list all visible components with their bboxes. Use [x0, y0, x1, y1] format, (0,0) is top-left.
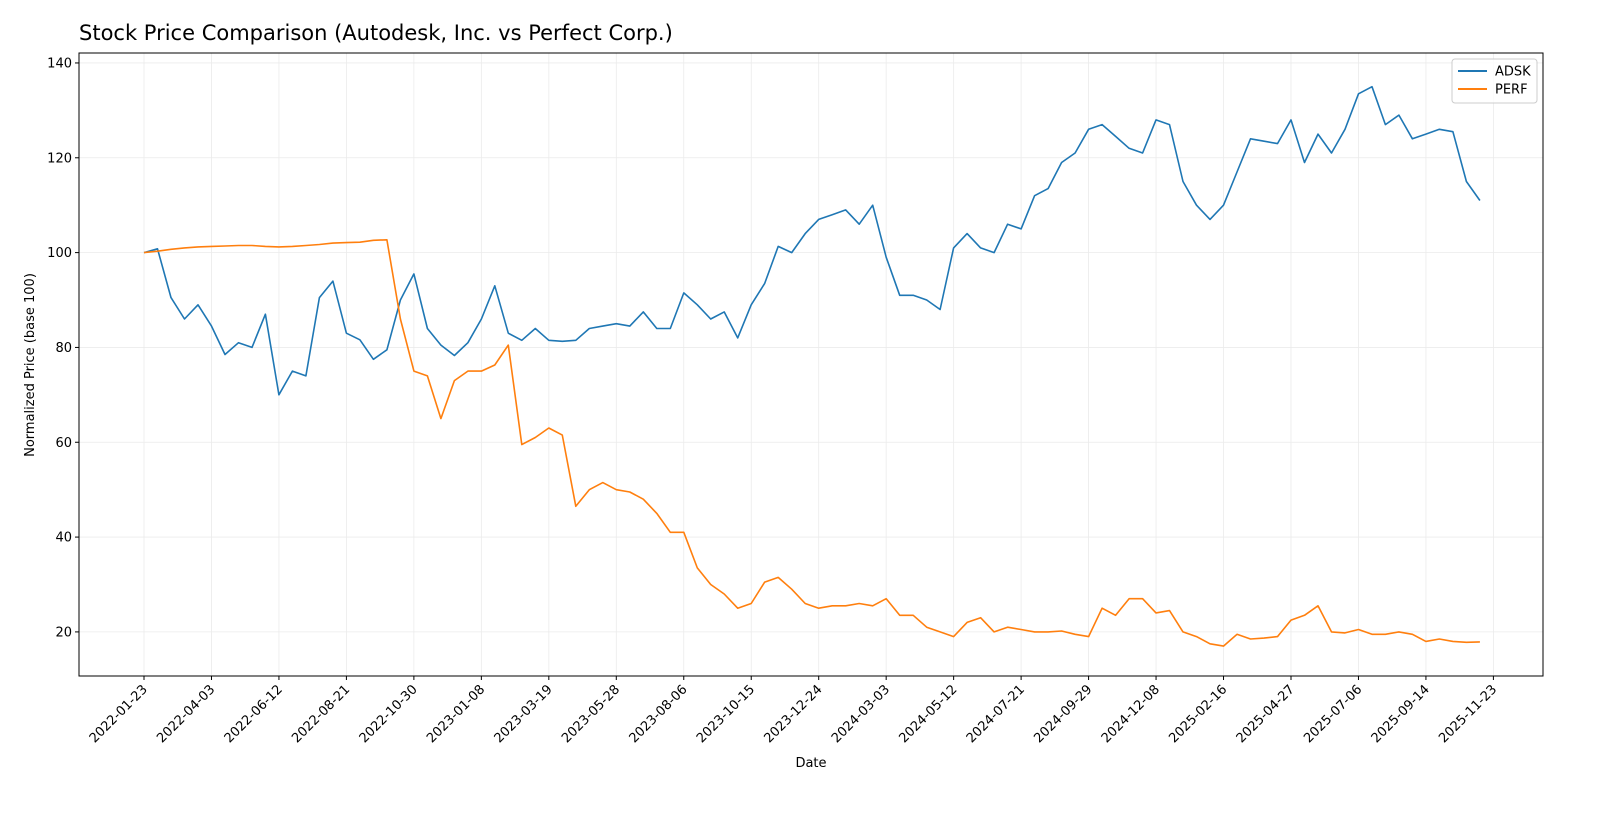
y-tick-label: 60	[55, 436, 72, 451]
y-tick-label: 100	[47, 246, 72, 261]
x-tick-label: 2022-01-23	[87, 682, 151, 746]
y-tick-label: 120	[47, 151, 72, 166]
series-line-adsk	[143, 85, 1481, 396]
x-tick-label: 2024-05-12	[896, 682, 960, 746]
series-lines	[143, 85, 1481, 647]
x-tick-label: 2024-09-29	[1031, 682, 1095, 746]
y-tick-label: 80	[55, 341, 72, 356]
x-tick-label: 2023-03-19	[492, 682, 556, 746]
chart-title: Stock Price Comparison (Autodesk, Inc. v…	[79, 21, 673, 45]
x-tick-label: 2025-09-14	[1369, 682, 1433, 746]
x-tick-label: 2022-06-12	[222, 682, 286, 746]
x-tick-label: 2024-12-08	[1099, 682, 1163, 746]
legend: ADSK PERF	[1451, 58, 1538, 104]
x-tick-label: 2022-10-30	[357, 682, 421, 746]
x-tick-label: 2024-07-21	[964, 682, 1028, 746]
x-axis: 2022-01-23 2022-04-03 2022-06-12 2022-08-21…	[87, 676, 1500, 746]
y-axis: 20 40 60 80 100 120 140	[47, 56, 79, 640]
x-tick-label: 2025-11-23	[1436, 682, 1500, 746]
y-axis-label: Normalized Price (base 100)	[23, 273, 38, 457]
x-tick-label: 2022-08-21	[289, 682, 353, 746]
legend-label-perf: PERF	[1495, 83, 1528, 98]
grid	[79, 53, 1543, 676]
x-tick-label: 2024-03-03	[829, 682, 893, 746]
y-tick-label: 40	[55, 531, 72, 546]
y-tick-label: 20	[55, 625, 72, 640]
x-tick-label: 2023-10-15	[694, 682, 758, 746]
x-axis-label: Date	[795, 756, 826, 771]
x-tick-label: 2023-08-06	[627, 682, 691, 746]
x-tick-label: 2025-02-16	[1166, 682, 1230, 746]
x-tick-label: 2025-07-06	[1301, 682, 1365, 746]
x-tick-label: 2023-12-24	[761, 682, 825, 746]
y-tick-label: 140	[47, 56, 72, 71]
series-line-perf	[143, 239, 1480, 647]
x-tick-label: 2023-01-08	[424, 682, 488, 746]
legend-label-adsk: ADSK	[1495, 65, 1531, 80]
plot-frame	[78, 52, 1544, 677]
x-tick-label: 2025-04-27	[1234, 682, 1298, 746]
x-tick-label: 2022-04-03	[154, 682, 218, 746]
x-tick-label: 2023-05-28	[559, 682, 623, 746]
